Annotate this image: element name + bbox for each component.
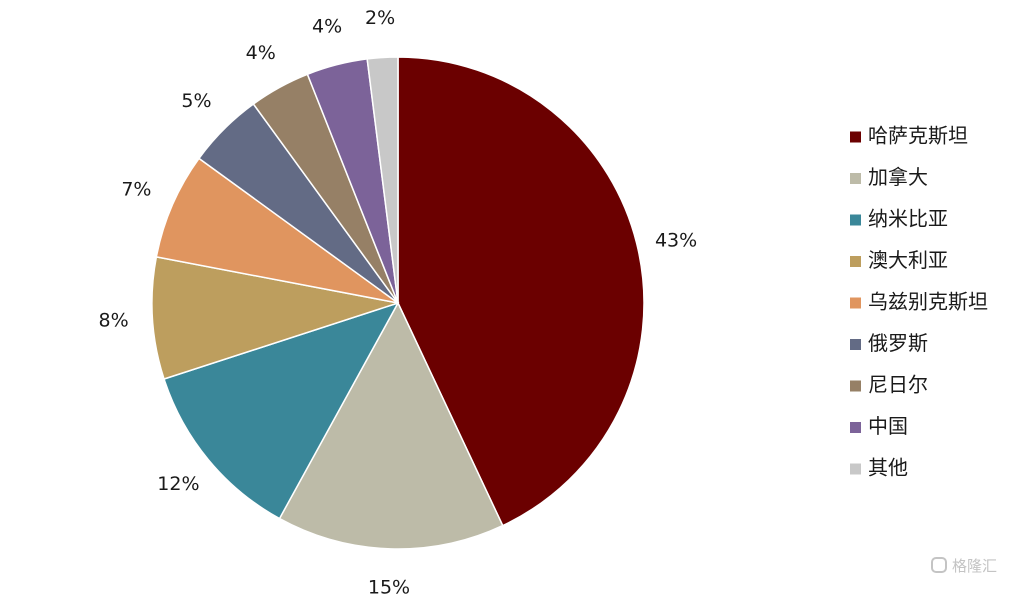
legend-item: 乌兹别克斯坦 [850,290,988,314]
pie-slices [151,56,645,550]
gelonghui-logo-icon [931,557,947,573]
pie-slice [366,56,399,304]
legend-swatch [850,131,861,143]
legend-item: 哈萨克斯坦 [850,124,968,148]
pie-slice [151,256,399,380]
watermark-text: 格隆汇 [952,557,997,575]
legend-swatch [850,339,861,350]
pie-slice [397,56,645,527]
legend-label: 尼日尔 [868,373,928,397]
pie-slice [278,301,504,550]
pie-slice [163,301,400,520]
slice-value-label: 43% [655,229,697,251]
slice-value-label: 2% [365,7,395,29]
legend-swatch [850,214,861,226]
legend-item: 尼日尔 [850,373,928,397]
slice-value-label: 4% [246,42,276,64]
legend-label: 澳大利亚 [868,248,948,272]
legend-swatch [850,422,861,433]
legend-item: 纳米比亚 [850,207,948,231]
legend-label: 俄罗斯 [868,331,928,355]
slice-value-label: 12% [157,473,199,495]
legend-item: 其他 [850,456,908,480]
legend-item: 俄罗斯 [850,331,928,355]
legend-swatch [850,173,861,184]
legend-item: 加拿大 [850,165,928,189]
watermark: 格隆汇 [931,557,997,575]
legend-label: 加拿大 [868,165,928,189]
legend-swatch [850,463,861,475]
legend-label: 乌兹别克斯坦 [868,290,988,314]
legend-swatch [850,380,861,392]
legend-item: 澳大利亚 [850,248,948,272]
legend-item: 中国 [850,414,908,438]
legend-label: 其他 [868,456,908,480]
slice-value-label: 8% [99,309,129,331]
legend-label: 中国 [868,414,908,438]
pie-value-labels: 43% 15% 12% 8% 7% 5% 4% 4% 2% [99,7,698,594]
slice-value-label: 15% [368,576,410,594]
legend-swatch [850,297,861,309]
legend-label: 哈萨克斯坦 [868,124,968,148]
slice-value-label: 7% [121,178,151,200]
slice-value-label: 4% [312,16,342,38]
pie-slice [155,157,399,304]
legend-swatch [850,256,861,267]
legend-label: 纳米比亚 [868,207,948,231]
slice-value-label: 5% [181,90,211,112]
